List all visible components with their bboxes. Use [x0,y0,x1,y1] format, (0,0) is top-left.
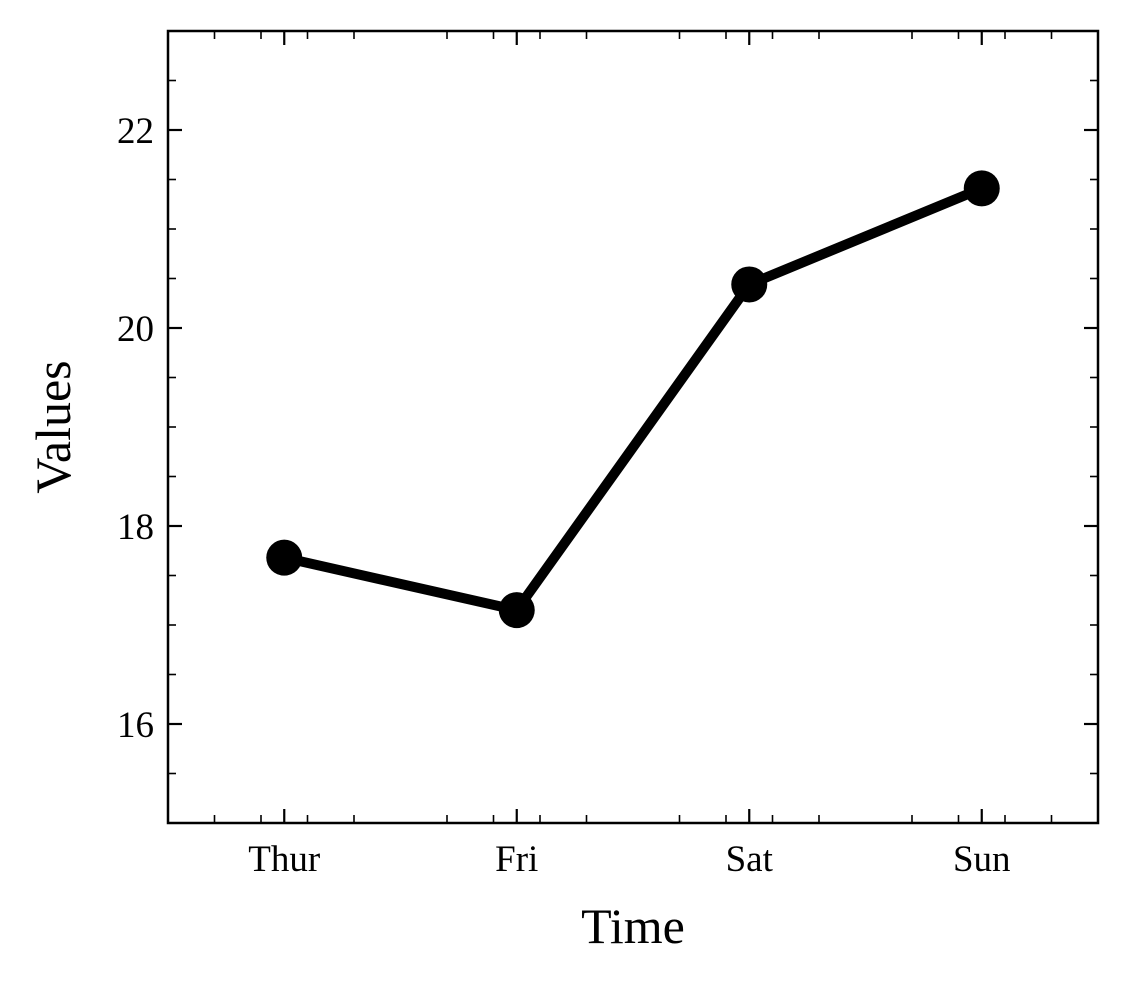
data-point [498,592,535,629]
data-layer [266,170,1000,629]
x-tick-label: Thur [248,839,320,880]
ticks-layer [168,31,1098,823]
y-axis-label: Values [25,360,81,493]
y-tick-label: 16 [117,705,154,746]
labels-layer: 16 18 20 22 Thur Fri Sat Sun [117,111,1011,880]
y-tick-label: 22 [117,111,154,152]
y-tick-label: 18 [117,507,154,548]
data-point [963,170,1000,207]
x-tick-label: Sun [953,839,1011,880]
y-tick-label: 20 [117,309,154,350]
x-tick-label: Fri [495,839,538,880]
x-tick-label: Sat [726,839,774,880]
plot-frame [166,29,1100,825]
data-point [731,266,768,303]
data-point [266,539,303,576]
series-line [279,183,987,616]
x-axis-label: Time [581,898,685,954]
